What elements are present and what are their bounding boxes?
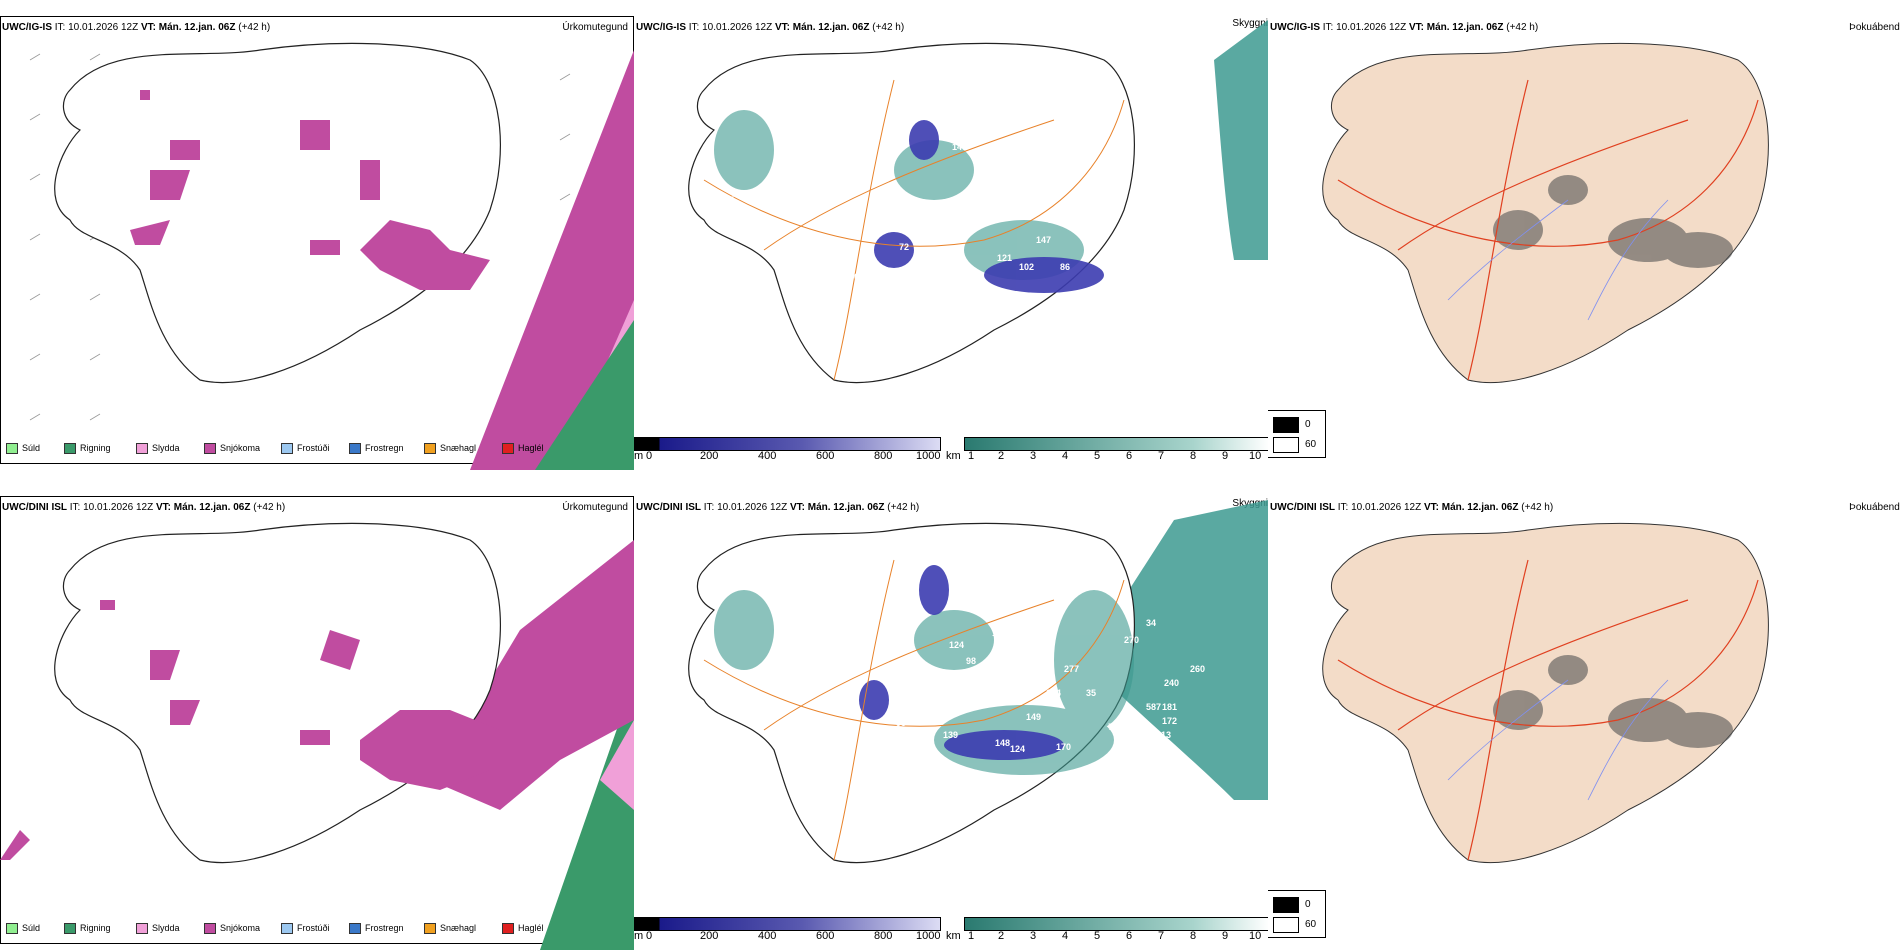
fog-legend-box: 0 60 [1268, 410, 1326, 458]
cloud-map [688, 500, 1268, 864]
legend-swatch [204, 923, 216, 935]
panel-title: UWC/IG-IS IT: 10.01.2026 12Z VT: Mán. 12… [636, 22, 905, 33]
panel-variable: Þokuábendi [1849, 502, 1900, 513]
fog-tick: 0 [1305, 419, 1311, 430]
panel-title: UWC/DINI ISL IT: 10.01.2026 12Z VT: Mán.… [2, 502, 286, 513]
fog-swatch-black [1273, 897, 1299, 913]
ceiling-unit: m [634, 930, 644, 942]
panel-title: UWC/DINI ISL IT: 10.01.2026 12Z VT: Mán.… [1270, 502, 1554, 513]
legend-swatch [136, 443, 148, 455]
cloud-panel-top: UWC/IG-IS IT: 10.01.2026 12Z VT: Mán. 12… [634, 0, 1268, 470]
legend-swatch [6, 923, 18, 935]
legend-swatch [281, 923, 293, 935]
fog-swatch-white [1273, 917, 1299, 933]
fog-swatch-white [1273, 437, 1299, 453]
legend-swatch [424, 923, 436, 935]
legend-swatch [136, 923, 148, 935]
fog-swatch-black [1273, 417, 1299, 433]
fog-tick: 60 [1305, 439, 1317, 450]
legend-swatch [349, 443, 361, 455]
precip-legend: Súld Rigning Slydda Snjókoma Frostúði Fr… [6, 443, 626, 457]
fog-map [1322, 42, 1769, 383]
visibility-colorbar [964, 437, 1268, 451]
visibility-unit: km [946, 930, 961, 942]
fog-map [1322, 522, 1769, 863]
panel-title: UWC/IG-IS IT: 10.01.2026 12Z VT: Mán. 12… [1270, 22, 1539, 33]
legend-swatch [349, 923, 361, 935]
panel-variable: Úrkomutegund [562, 502, 628, 513]
visibility-colorbar [964, 917, 1268, 931]
ceiling-unit: m [634, 450, 644, 462]
precip-legend: Súld Rigning Slydda Snjókoma Frostúði Fr… [6, 923, 626, 937]
legend-swatch [281, 443, 293, 455]
legend-swatch [424, 443, 436, 455]
legend-swatch [64, 923, 76, 935]
cloud-map [688, 20, 1268, 384]
ceiling-colorbar [634, 917, 941, 931]
panel-title: UWC/DINI ISL IT: 10.01.2026 12Z VT: Mán.… [636, 502, 920, 513]
panel-variable: Skyggni [1232, 498, 1268, 509]
ceiling-colorbar [634, 437, 941, 451]
panel-variable: Úrkomutegund [562, 22, 628, 33]
fog-legend-box: 0 60 [1268, 890, 1326, 938]
precip-map [0, 522, 634, 950]
precip-panel-bottom: UWC/DINI ISL IT: 10.01.2026 12Z VT: Mán.… [0, 480, 634, 950]
fog-tick: 60 [1305, 919, 1317, 930]
fog-tick: 0 [1305, 899, 1311, 910]
panel-variable: Skyggni [1232, 18, 1268, 29]
visibility-unit: km [946, 450, 961, 462]
legend-swatch [502, 443, 514, 455]
panel-title: UWC/IG-IS IT: 10.01.2026 12Z VT: Mán. 12… [2, 22, 271, 33]
legend-swatch [502, 923, 514, 935]
precip-map [29, 42, 634, 470]
legend-swatch [64, 443, 76, 455]
fog-panel-top: UWC/IG-IS IT: 10.01.2026 12Z VT: Mán. 12… [1268, 0, 1900, 470]
cloud-panel-bottom: UWC/DINI ISL IT: 10.01.2026 12Z VT: Mán.… [634, 480, 1268, 950]
precip-panel-top: UWC/IG-IS IT: 10.01.2026 12Z VT: Mán. 12… [0, 0, 634, 470]
fog-panel-bottom: UWC/DINI ISL IT: 10.01.2026 12Z VT: Mán.… [1268, 480, 1900, 950]
legend-swatch [204, 443, 216, 455]
panel-variable: Þokuábendi [1849, 22, 1900, 33]
legend-swatch [6, 443, 18, 455]
